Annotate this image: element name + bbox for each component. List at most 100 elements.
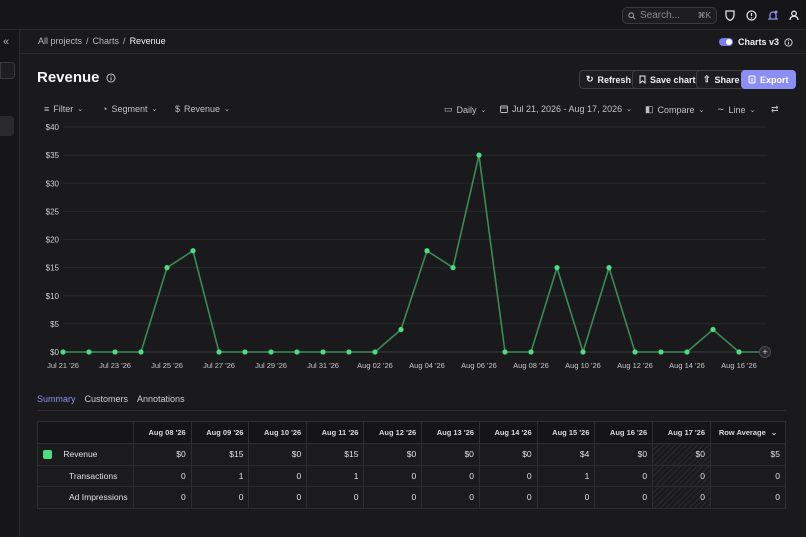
y-axis: $0 $5 $10 $15 $20 $25 $30 $35 $40 (46, 123, 60, 357)
table-cell: 0 (594, 486, 654, 509)
data-point[interactable] (372, 349, 378, 355)
column-header[interactable]: Aug 11 '26 (306, 421, 365, 444)
segment-label: Segment (111, 104, 148, 114)
tab-summary[interactable]: Summary (37, 394, 76, 411)
data-point[interactable] (710, 326, 716, 333)
table-cell: 0 (133, 464, 192, 487)
refresh-button[interactable]: ↻ Refresh (579, 70, 639, 89)
table-row: Ad Impressions 0 0 0 0 0 0 0 0 0 0 0 (37, 486, 786, 509)
refresh-label: Refresh (597, 74, 632, 85)
save-chart-button[interactable]: Save chart (632, 70, 703, 89)
row-average-cell: $5 (710, 443, 786, 466)
data-point[interactable] (60, 349, 66, 355)
chart-settings-button[interactable]: ⇄ (771, 104, 779, 115)
data-point[interactable] (86, 349, 92, 355)
info-icon[interactable] (784, 37, 793, 47)
data-point[interactable] (320, 349, 326, 355)
sidebar-item-active[interactable] (0, 116, 14, 136)
data-point[interactable] (606, 265, 612, 271)
data-point[interactable] (658, 349, 664, 355)
chevron-down-icon: ⌄ (626, 106, 632, 113)
data-point[interactable] (632, 349, 638, 355)
search-input[interactable]: Search... ⌘K (622, 7, 717, 24)
chevron-down-icon: ⌄ (151, 106, 158, 113)
column-header[interactable]: Aug 12 '26 (363, 421, 423, 444)
filter-icon: ≡ (44, 104, 50, 114)
top-bar: Search... ⌘K (0, 0, 806, 30)
breadcrumb-separator: / (123, 36, 126, 46)
chevron-down-icon: ⌄ (77, 106, 84, 113)
data-point[interactable] (346, 349, 352, 355)
data-point[interactable] (424, 248, 430, 254)
column-header[interactable]: Aug 15 '26 (536, 421, 596, 444)
table-cell: 1 (536, 464, 596, 487)
metric-dropdown[interactable]: $ Revenue ⌄ (175, 104, 230, 114)
data-point[interactable] (138, 349, 144, 355)
data-point[interactable] (736, 349, 742, 355)
charts-version-toggle[interactable]: Charts v3 (719, 37, 793, 47)
tab-annotations[interactable]: Annotations (137, 394, 185, 404)
column-header[interactable]: Aug 16 '26 (594, 421, 654, 444)
data-point[interactable] (294, 349, 300, 355)
data-point[interactable] (242, 349, 248, 355)
sidebar-item[interactable] (0, 62, 15, 79)
data-point[interactable] (502, 349, 508, 355)
data-point[interactable] (268, 349, 274, 355)
column-header[interactable]: Aug 09 '26 (190, 421, 250, 444)
add-annotation-button[interactable]: + (759, 346, 771, 358)
data-point[interactable] (684, 349, 690, 355)
chart-type-dropdown[interactable]: ∼ Line ⌄ (717, 104, 755, 115)
data-point[interactable] (554, 265, 560, 271)
data-point[interactable] (450, 265, 456, 271)
info-icon[interactable] (105, 72, 116, 83)
data-point[interactable] (164, 265, 170, 271)
x-tick-label: Aug 16 '26 (721, 361, 757, 370)
collapse-sidebar-icon[interactable]: « (3, 36, 10, 48)
export-button[interactable]: Export (741, 70, 796, 89)
interval-dropdown[interactable]: ▭ Daily ⌄ (444, 104, 486, 115)
data-point[interactable] (190, 248, 196, 254)
y-tick-label: $15 (46, 264, 60, 273)
data-point[interactable] (580, 349, 586, 355)
column-header[interactable]: Aug 17 '26 (652, 421, 711, 444)
dollar-icon: $ (175, 104, 181, 114)
share-button[interactable]: ⇧ Share (696, 70, 747, 89)
segment-dropdown[interactable]: ◔ Segment ⌄ (102, 104, 157, 114)
table-cell-partial: 0 (652, 486, 711, 509)
page-title: Revenue (37, 69, 116, 86)
data-point[interactable] (476, 152, 482, 158)
help-icon[interactable] (745, 9, 757, 21)
toggle-switch[interactable] (719, 38, 733, 46)
column-header[interactable]: Aug 10 '26 (248, 421, 308, 444)
row-average-header[interactable]: Row Average ⌄ (710, 421, 786, 444)
data-point[interactable] (398, 326, 404, 333)
data-point[interactable] (216, 349, 222, 355)
shield-icon[interactable] (724, 9, 736, 21)
date-range-picker[interactable]: Jul 21, 2026 - Aug 17, 2026 ⌄ (500, 104, 632, 114)
y-tick-label: $40 (46, 123, 60, 132)
filter-dropdown[interactable]: ≡ Filter ⌄ (44, 104, 83, 114)
data-point[interactable] (112, 349, 118, 355)
share-label: Share (714, 74, 740, 85)
column-header[interactable]: Aug 13 '26 (421, 421, 480, 444)
revenue-color-swatch[interactable] (43, 450, 52, 460)
breadcrumb-charts[interactable]: Charts (92, 36, 120, 46)
x-tick-label: Aug 08 '26 (513, 361, 549, 370)
user-icon[interactable] (788, 9, 800, 21)
notifications-icon[interactable] (767, 9, 779, 21)
row-name: Transactions (69, 470, 118, 481)
column-header[interactable]: Aug 14 '26 (478, 421, 538, 444)
x-tick-label: Aug 06 '26 (461, 361, 497, 370)
column-header[interactable]: Aug 08 '26 (133, 421, 192, 444)
y-tick-label: $10 (46, 292, 60, 301)
x-tick-label: Jul 31 '26 (307, 361, 339, 370)
table-cell: 0 (421, 486, 480, 509)
table-cell: $0 (594, 443, 654, 466)
x-tick-label: Jul 23 '26 (99, 361, 131, 370)
tab-customers[interactable]: Customers (84, 394, 129, 404)
data-point[interactable] (528, 349, 534, 355)
chevron-down-icon: ⌄ (224, 106, 230, 113)
breadcrumb-all-projects[interactable]: All projects (38, 36, 83, 46)
table-cell: $4 (536, 443, 596, 466)
compare-dropdown[interactable]: ◧ Compare ⌄ (645, 104, 704, 115)
